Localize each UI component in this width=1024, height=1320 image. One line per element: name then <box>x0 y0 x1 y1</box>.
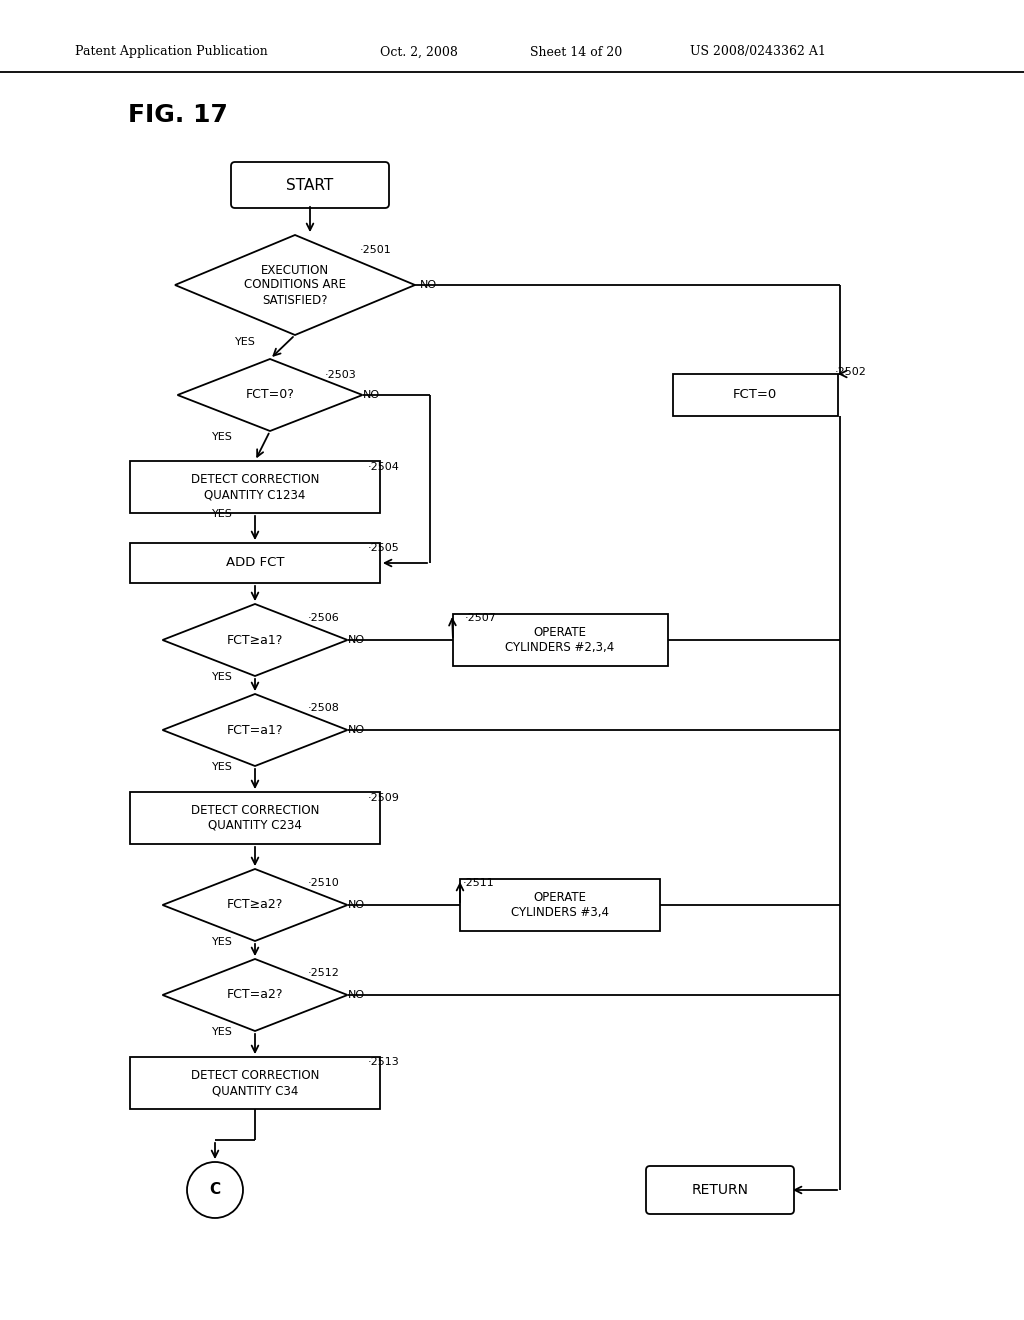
Bar <box>453 614 668 667</box>
Text: ‧2504: ‧2504 <box>368 462 400 473</box>
Polygon shape <box>163 605 347 676</box>
Text: ‧2503: ‧2503 <box>325 370 356 380</box>
Text: FCT=0: FCT=0 <box>733 388 777 401</box>
Bar <box>460 879 660 931</box>
Text: ‧2507: ‧2507 <box>465 612 497 623</box>
Polygon shape <box>163 694 347 766</box>
Bar <box>130 461 380 513</box>
Text: YES: YES <box>212 1027 232 1038</box>
Text: FCT=a1?: FCT=a1? <box>226 723 284 737</box>
Text: ‧2502: ‧2502 <box>835 367 867 378</box>
Text: FCT≥a2?: FCT≥a2? <box>226 899 284 912</box>
Text: ‧2512: ‧2512 <box>308 968 340 978</box>
Text: DETECT CORRECTION
QUANTITY C34: DETECT CORRECTION QUANTITY C34 <box>190 1069 319 1097</box>
Text: YES: YES <box>212 937 232 946</box>
Text: FIG. 17: FIG. 17 <box>128 103 228 127</box>
Text: YES: YES <box>212 672 232 682</box>
Text: ‧2508: ‧2508 <box>308 704 340 713</box>
Text: START: START <box>287 177 334 193</box>
FancyBboxPatch shape <box>646 1166 794 1214</box>
Text: DETECT CORRECTION
QUANTITY C1234: DETECT CORRECTION QUANTITY C1234 <box>190 473 319 502</box>
Polygon shape <box>163 960 347 1031</box>
Text: ‧2509: ‧2509 <box>368 793 400 803</box>
Text: C: C <box>210 1183 220 1197</box>
Text: ADD FCT: ADD FCT <box>225 557 285 569</box>
Text: ‧2506: ‧2506 <box>308 612 340 623</box>
Text: OPERATE
CYLINDERS #2,3,4: OPERATE CYLINDERS #2,3,4 <box>506 626 614 653</box>
Text: FCT=a2?: FCT=a2? <box>226 989 284 1002</box>
Text: ‧2501: ‧2501 <box>360 246 392 255</box>
Text: FCT=0?: FCT=0? <box>246 388 295 401</box>
Bar <box>130 543 380 583</box>
Text: Patent Application Publication: Patent Application Publication <box>75 45 267 58</box>
Text: ‧2513: ‧2513 <box>368 1057 399 1067</box>
Text: US 2008/0243362 A1: US 2008/0243362 A1 <box>690 45 826 58</box>
Text: NO: NO <box>348 725 366 735</box>
Text: ‧2511: ‧2511 <box>463 878 495 888</box>
Text: Oct. 2, 2008: Oct. 2, 2008 <box>380 45 458 58</box>
FancyBboxPatch shape <box>231 162 389 209</box>
Text: NO: NO <box>348 900 366 909</box>
Polygon shape <box>177 359 362 432</box>
Text: DETECT CORRECTION
QUANTITY C234: DETECT CORRECTION QUANTITY C234 <box>190 804 319 832</box>
Text: NO: NO <box>348 990 366 1001</box>
Text: YES: YES <box>212 762 232 772</box>
Text: Sheet 14 of 20: Sheet 14 of 20 <box>530 45 623 58</box>
Text: OPERATE
CYLINDERS #3,4: OPERATE CYLINDERS #3,4 <box>511 891 609 919</box>
Polygon shape <box>163 869 347 941</box>
Text: RETURN: RETURN <box>691 1183 749 1197</box>
Text: NO: NO <box>420 280 437 290</box>
Text: ‧2510: ‧2510 <box>308 878 340 888</box>
Text: YES: YES <box>234 337 255 347</box>
Text: YES: YES <box>212 510 232 519</box>
Text: NO: NO <box>362 389 380 400</box>
Text: FCT≥a1?: FCT≥a1? <box>226 634 284 647</box>
Bar <box>673 374 838 416</box>
Bar <box>130 792 380 843</box>
Polygon shape <box>175 235 415 335</box>
Bar <box>130 1057 380 1109</box>
Text: YES: YES <box>212 432 232 442</box>
Text: NO: NO <box>348 635 366 645</box>
Circle shape <box>187 1162 243 1218</box>
Text: ‧2505: ‧2505 <box>368 543 399 553</box>
Text: EXECUTION
CONDITIONS ARE
SATISFIED?: EXECUTION CONDITIONS ARE SATISFIED? <box>244 264 346 306</box>
